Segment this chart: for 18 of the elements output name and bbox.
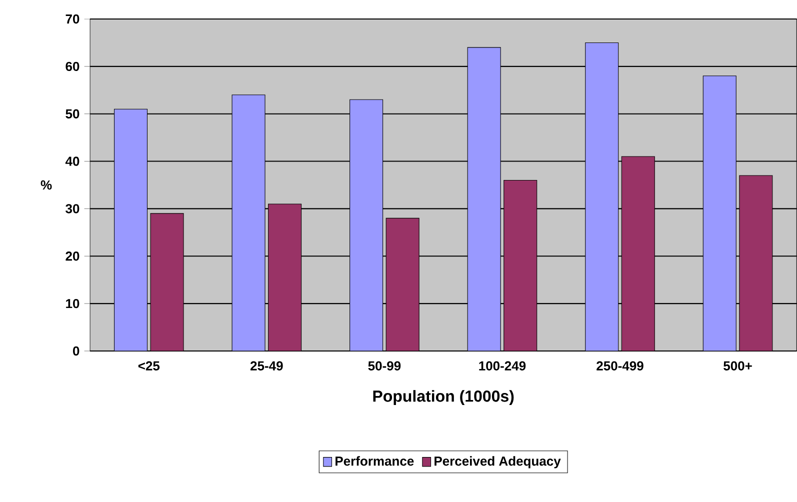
x-tick-label: <25 [138, 361, 160, 370]
x-tick-label: 25-49 [250, 361, 283, 370]
y-tick-label: 10 [66, 298, 80, 308]
x-tick-label: 500+ [724, 361, 752, 370]
legend-label: Performance [336, 456, 414, 466]
y-axis-title: % [40, 180, 52, 190]
x-tick-label: 250-499 [596, 361, 644, 370]
legend-label: Perceived Adequacy [434, 456, 561, 468]
y-tick-label: 60 [66, 62, 80, 72]
x-tick-label: 50-99 [368, 361, 401, 370]
y-tick-label: 50 [66, 109, 80, 118]
y-tick-label: 40 [65, 156, 80, 166]
y-tick-label: 30 [66, 204, 80, 214]
y-tick-label: 20 [66, 252, 80, 261]
y-tick-label: 0 [73, 346, 80, 356]
x-tick-label: 100-249 [479, 361, 526, 370]
x-axis-title: Population (1000s) [373, 390, 514, 405]
y-tick-label: 70 [66, 14, 80, 24]
